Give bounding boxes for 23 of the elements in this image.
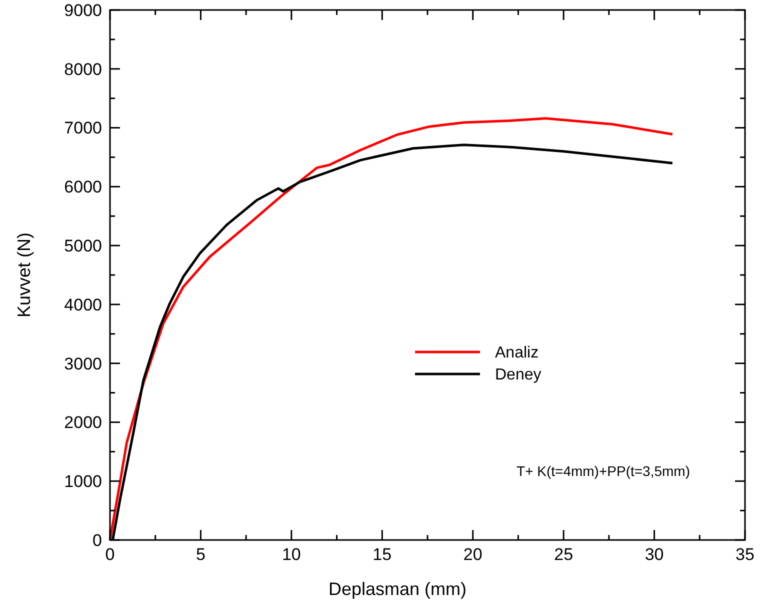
x-axis-title: Deplasman (mm) xyxy=(328,579,467,599)
x-tick-label: 35 xyxy=(736,545,754,564)
y-tick-label: 5000 xyxy=(64,236,102,256)
y-tick-label: 1000 xyxy=(64,472,102,492)
y-tick-label: 7000 xyxy=(64,118,102,138)
annotation: T+ K(t=4mm)+PP(t=3,5mm) xyxy=(516,463,690,479)
x-tick-label: 0 xyxy=(105,545,115,564)
x-tick-label: 30 xyxy=(644,545,664,564)
y-tick-label: 6000 xyxy=(64,178,102,197)
x-tick-label: 25 xyxy=(554,545,574,564)
y-tick-label: 2000 xyxy=(64,413,102,432)
legend-label: Analiz xyxy=(495,344,539,362)
x-tick-label: 5 xyxy=(196,545,206,564)
x-tick-label: 15 xyxy=(372,545,392,564)
y-tick-label: 3000 xyxy=(64,354,102,374)
x-tick-label: 20 xyxy=(463,545,482,564)
y-tick-label: 0 xyxy=(92,530,102,550)
y-tick-label: 9000 xyxy=(64,0,102,20)
x-tick-label: 10 xyxy=(282,545,301,564)
legend-label: Deney xyxy=(495,366,542,384)
y-tick-label: 8000 xyxy=(64,60,102,79)
y-axis-title: Kuvvet (N) xyxy=(14,232,34,318)
y-tick-label: 4000 xyxy=(64,295,102,314)
